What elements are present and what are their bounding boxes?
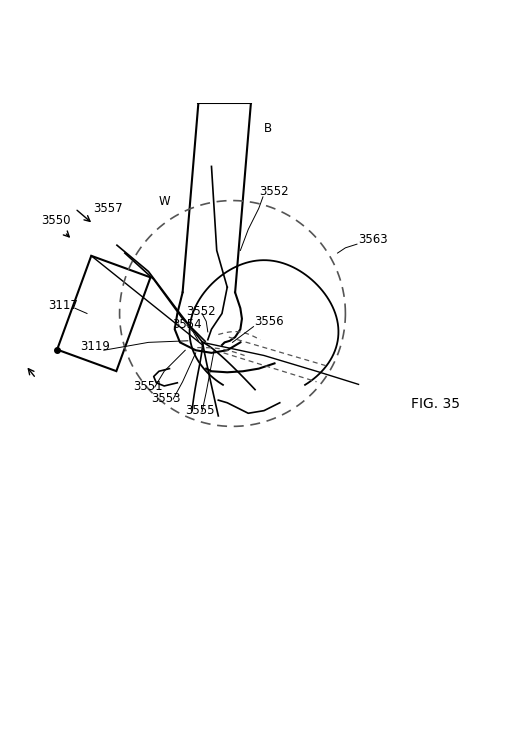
Text: 3553: 3553: [151, 392, 181, 405]
Text: B: B: [264, 122, 272, 135]
Text: 3563: 3563: [359, 233, 388, 245]
Text: 3552: 3552: [186, 305, 216, 318]
Text: FIG. 35: FIG. 35: [411, 397, 460, 411]
Text: 3119: 3119: [80, 340, 110, 354]
Text: 3554: 3554: [172, 318, 202, 331]
Text: 3117: 3117: [49, 299, 79, 313]
Text: 3555: 3555: [185, 404, 215, 417]
Text: 3556: 3556: [254, 315, 284, 328]
Text: 3557: 3557: [93, 202, 123, 215]
Text: W: W: [159, 195, 171, 208]
Text: 3550: 3550: [41, 214, 70, 227]
Text: 3551: 3551: [133, 380, 162, 392]
Text: 3552: 3552: [259, 185, 288, 198]
